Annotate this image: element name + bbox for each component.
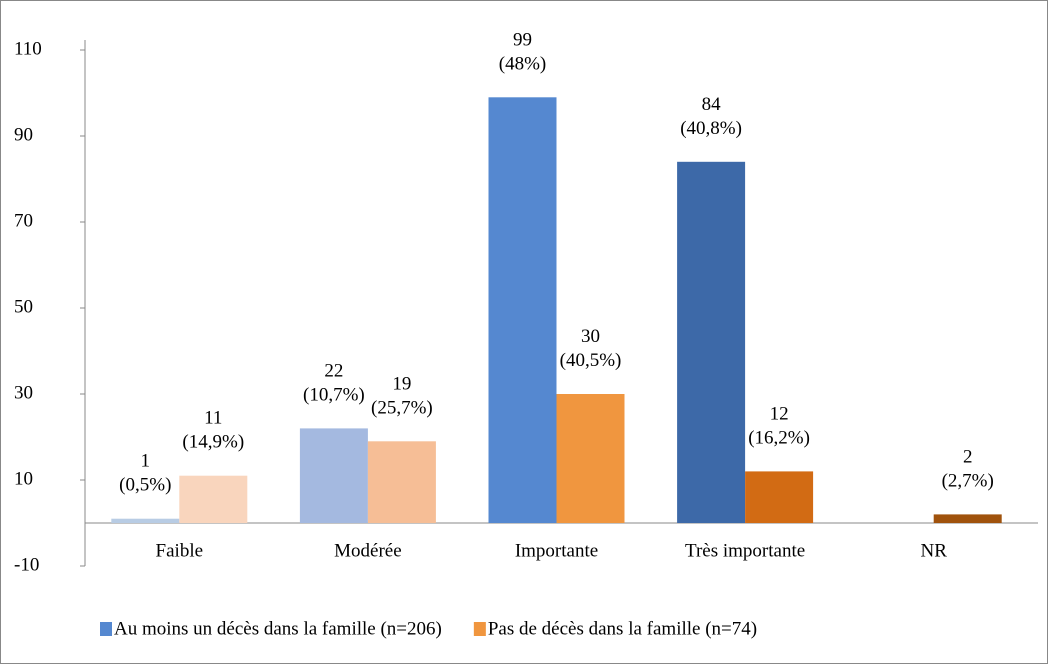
y-tick-label: 10: [14, 468, 33, 489]
data-label: 99 (48%): [499, 30, 546, 75]
data-label: 12 (16,2%): [748, 404, 810, 449]
y-tick-label: 50: [14, 296, 33, 317]
y-tick-label: 90: [14, 124, 33, 145]
bar: [556, 394, 625, 523]
x-tick-label: Faible: [156, 540, 204, 561]
y-tick-label: 30: [14, 382, 33, 403]
legend-swatch: [473, 622, 486, 636]
legend-label: Pas de décès dans la famille (n=74): [488, 618, 757, 639]
legend-swatch: [100, 622, 112, 636]
y-tick-label: 70: [14, 210, 33, 231]
data-label: 2 (2,7%): [942, 447, 994, 492]
data-label: 22 (10,7%): [303, 361, 365, 406]
x-tick-label: Importante: [515, 540, 598, 561]
data-label: 84 (40,8%): [680, 94, 742, 139]
legend-label: Au moins un décès dans la famille (n=206…: [114, 618, 442, 639]
bar: [745, 471, 814, 523]
x-tick-label: Très importante: [685, 540, 805, 561]
x-tick-label: Modérée: [334, 540, 402, 561]
bar: [179, 475, 248, 523]
bar: [933, 514, 1002, 523]
x-tick-label: NR: [920, 540, 947, 561]
bar: [299, 428, 368, 523]
bar: [111, 518, 180, 523]
bar: [488, 97, 557, 524]
data-label: 11 (14,9%): [182, 408, 244, 453]
data-label: 30 (40,5%): [560, 326, 622, 371]
bar: [367, 441, 436, 523]
data-label: 1 (0,5%): [119, 451, 171, 496]
bar: [677, 161, 746, 524]
y-tick-label: -10: [14, 554, 39, 575]
data-label: 19 (25,7%): [371, 374, 433, 419]
y-tick-label: 110: [14, 38, 42, 59]
